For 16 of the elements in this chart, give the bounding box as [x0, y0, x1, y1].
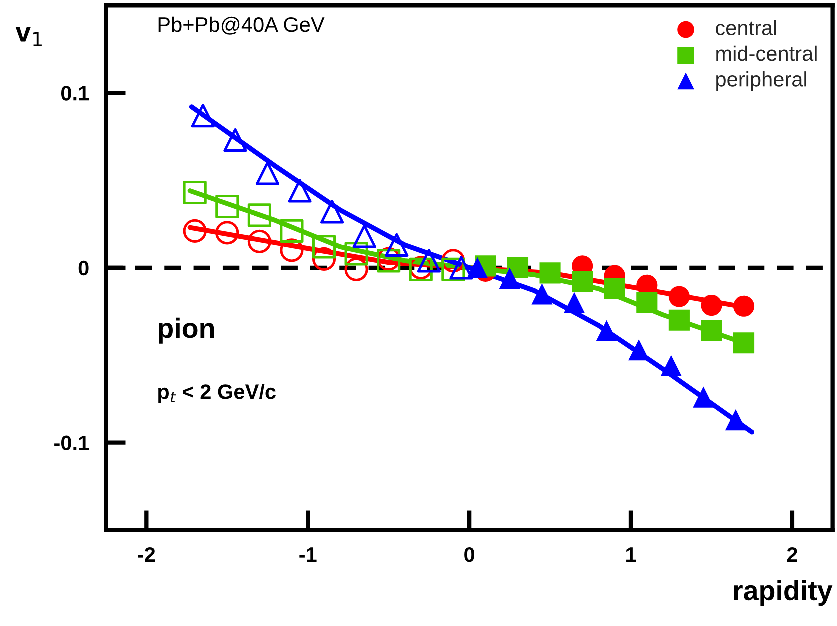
legend-label: mid-central: [716, 46, 817, 62]
annotation: pion: [158, 318, 214, 344]
x-tick-label: -1: [300, 548, 317, 562]
x-tick-label: 1: [626, 548, 636, 562]
y-axis-title: v$_{1}$: [16, 27, 42, 46]
x-tick-label: 0: [464, 547, 474, 562]
y-tick-label: -0.1: [54, 436, 90, 451]
annotation: Pb+Pb@40A GeV: [158, 16, 325, 35]
x-tick-label: 2: [787, 547, 798, 562]
y-tick-label: 0: [78, 260, 89, 276]
legend-label: central: [716, 20, 776, 36]
x-axis-title: rapidity: [734, 580, 833, 606]
legend-label: peripheral: [716, 72, 806, 91]
annotation: p$_{t}$ < 2 GeV/c: [158, 384, 276, 404]
y-tick-label: 0.1: [62, 86, 90, 101]
x-tick-label: -2: [138, 547, 156, 562]
